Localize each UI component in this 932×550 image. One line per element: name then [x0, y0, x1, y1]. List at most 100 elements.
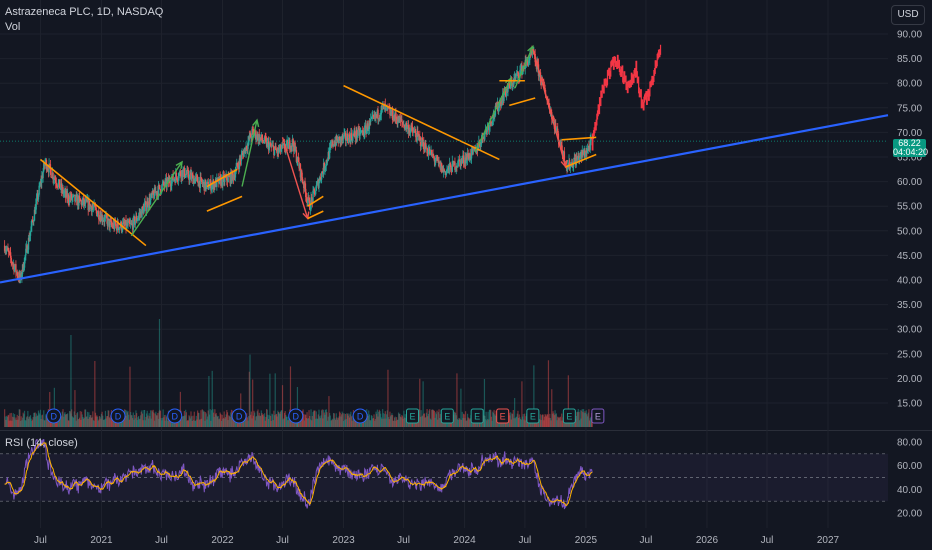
volume-bar — [153, 412, 155, 427]
volume-bar — [66, 414, 68, 427]
volume-bar — [587, 412, 589, 427]
dividend-label: D — [293, 412, 300, 422]
volume-bar — [568, 420, 570, 427]
candle — [419, 137, 422, 146]
volume-bar — [453, 412, 455, 427]
volume-bar — [216, 416, 219, 427]
candle — [196, 176, 198, 177]
volume-bar — [327, 420, 329, 427]
currency-button[interactable]: USD — [891, 5, 925, 25]
candle — [586, 148, 589, 153]
candle — [121, 229, 123, 231]
volume-bar — [271, 414, 274, 427]
volume-bar — [303, 414, 305, 427]
candle — [584, 155, 587, 157]
volume-bar — [423, 413, 425, 427]
volume-bar — [232, 420, 235, 427]
candle — [315, 185, 318, 191]
candle — [275, 149, 278, 151]
candle — [429, 150, 432, 155]
volume-bar — [206, 419, 208, 427]
volume-bar — [132, 418, 134, 427]
candle — [425, 142, 427, 149]
volume-bar — [226, 412, 229, 427]
candle — [345, 140, 347, 141]
candle — [25, 248, 27, 256]
volume-bar — [394, 416, 396, 427]
volume-bar — [108, 417, 111, 427]
volume-bar — [439, 418, 441, 427]
volume-bar — [332, 419, 334, 427]
volume-bar — [222, 418, 224, 427]
volume-bar — [84, 409, 87, 427]
volume-bar — [58, 417, 60, 427]
rsi-tick-label: 60.00 — [897, 461, 922, 472]
candle — [458, 159, 461, 161]
volume-bar — [488, 419, 490, 427]
volume-bar — [136, 413, 138, 427]
candle — [159, 189, 162, 194]
volume-bar — [249, 354, 251, 427]
volume-bar — [73, 411, 75, 427]
volume-bar — [402, 418, 404, 427]
volume-bar — [63, 416, 65, 427]
volume-bar — [157, 413, 159, 427]
candle — [543, 80, 545, 87]
candle — [432, 154, 434, 156]
volume-bar — [513, 418, 515, 427]
volume-bar — [62, 409, 64, 427]
candle — [515, 75, 517, 79]
volume-bar — [310, 409, 312, 427]
volume-label: Vol — [5, 21, 21, 33]
candle — [301, 170, 303, 178]
volume-bar — [382, 409, 384, 427]
volume-bar — [4, 409, 6, 427]
volume-bar — [463, 414, 465, 427]
volume-bar — [138, 416, 140, 427]
volume-bar — [14, 419, 16, 427]
rsi-tick-label: 40.00 — [897, 485, 922, 496]
volume-bar — [202, 410, 204, 427]
candle — [379, 114, 382, 117]
candle — [59, 188, 62, 190]
volume-bar — [100, 418, 102, 427]
volume-bar — [109, 418, 111, 427]
volume-bar — [433, 410, 435, 427]
volume-bar — [390, 415, 392, 427]
volume-bar — [61, 416, 63, 427]
volume-bar — [490, 416, 493, 427]
candle — [467, 153, 469, 158]
candle — [309, 209, 312, 211]
volume-bar — [505, 420, 507, 427]
candle — [92, 207, 95, 208]
candle — [26, 245, 28, 253]
candle — [505, 88, 508, 96]
volume-bar — [33, 412, 35, 427]
candle — [170, 185, 172, 187]
volume-bar — [280, 410, 282, 427]
volume-bar — [13, 414, 16, 427]
volume-bar — [399, 413, 401, 427]
candle — [52, 172, 54, 180]
volume-bar — [264, 413, 266, 427]
candle — [57, 182, 60, 187]
volume-bar — [524, 420, 526, 427]
candle — [561, 140, 563, 150]
volume-bar — [124, 409, 126, 427]
volume-bar — [582, 412, 584, 427]
volume-bar — [399, 416, 402, 427]
volume-bar — [271, 413, 273, 427]
volume-bar — [139, 418, 141, 427]
green-arrowhead — [175, 160, 183, 169]
volume-bar — [388, 419, 390, 427]
candle — [346, 133, 349, 141]
candle — [137, 215, 140, 219]
volume-bar — [269, 373, 271, 427]
volume-bar — [517, 410, 519, 427]
volume-bar — [338, 411, 341, 427]
volume-bar — [73, 417, 75, 427]
candle — [461, 159, 463, 162]
volume-bar — [525, 416, 527, 427]
candle — [403, 124, 406, 129]
